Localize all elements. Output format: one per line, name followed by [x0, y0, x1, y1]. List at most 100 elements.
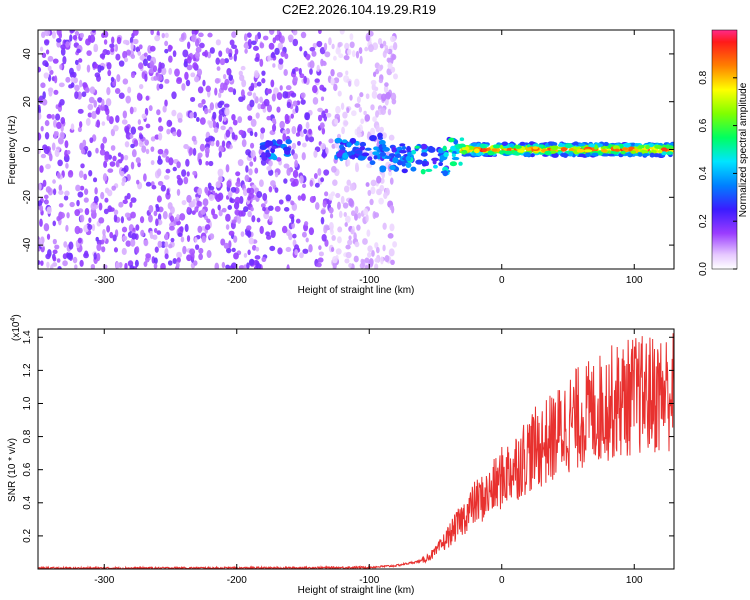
heatmap-cell: [159, 62, 165, 69]
heatmap-cell: [129, 201, 133, 208]
heatmap-cell: [160, 67, 167, 76]
heatmap-cell: [303, 75, 307, 84]
heatmap-cell: [312, 42, 318, 49]
heatmap-cell: [185, 79, 191, 87]
heatmap-cell: [525, 147, 532, 151]
heatmap-cell: [231, 113, 236, 121]
heatmap-cell: [660, 147, 668, 152]
heatmap-cell: [216, 66, 221, 71]
heatmap-cell: [94, 72, 101, 78]
heatmap-cell: [270, 79, 275, 88]
heatmap-cell: [121, 247, 127, 256]
heatmap-cell: [167, 202, 173, 210]
heatmap-cell: [603, 141, 609, 147]
heatmap-cell: [189, 112, 194, 119]
heatmap-cell: [179, 226, 184, 232]
x-tick-label: -100: [359, 275, 379, 286]
heatmap-cell: [180, 236, 185, 243]
heatmap-cell: [221, 261, 226, 269]
heatmap-cell: [274, 47, 280, 56]
heatmap-cell: [405, 162, 412, 168]
heatmap-cell: [349, 33, 354, 41]
heatmap-cell: [74, 209, 81, 217]
heatmap-cell: [112, 155, 117, 162]
heatmap-cell: [97, 97, 103, 103]
heatmap-cell: [58, 212, 65, 219]
heatmap-cell: [221, 207, 227, 213]
heatmap-cell: [425, 168, 433, 173]
heatmap-cell: [257, 103, 262, 110]
heatmap-cell: [351, 110, 357, 117]
heatmap-cell: [247, 249, 251, 256]
heatmap-cell: [639, 145, 645, 149]
heatmap-cell: [262, 192, 268, 201]
heatmap-cell: [116, 36, 122, 45]
heatmap-cell: [243, 206, 249, 213]
heatmap-cell: [118, 92, 125, 99]
heatmap-cell: [387, 233, 394, 239]
heatmap-cell: [320, 142, 326, 150]
heatmap-cell: [292, 169, 299, 179]
heatmap-cell: [207, 32, 213, 38]
heatmap-cell: [115, 261, 120, 269]
heatmap-cell: [389, 205, 394, 211]
heatmap-cell: [100, 191, 105, 200]
colorbar-tick-label: 0.2: [698, 214, 709, 228]
heatmap-cell: [96, 106, 101, 115]
heatmap-cell: [349, 94, 353, 101]
heatmap-cell: [162, 105, 167, 113]
heatmap-cell: [297, 123, 303, 132]
heatmap-cell: [192, 147, 197, 156]
heatmap-cell: [66, 212, 70, 219]
heatmap-cell: [250, 118, 257, 127]
heatmap-cell: [197, 86, 204, 94]
heatmap-cell: [578, 153, 586, 158]
heatmap-cell: [236, 216, 242, 224]
heatmap-cell: [239, 74, 245, 82]
heatmap-cell: [350, 228, 355, 235]
heatmap-cell: [154, 246, 159, 253]
heatmap-cell: [49, 153, 53, 162]
heatmap-cell: [382, 244, 386, 252]
heatmap-cell: [150, 160, 155, 166]
heatmap-cell: [410, 166, 417, 172]
heatmap-cell: [274, 34, 281, 41]
heatmap-cell: [320, 216, 325, 225]
heatmap-cell: [153, 227, 158, 233]
heatmap-cell: [517, 149, 525, 153]
heatmap-cell: [182, 49, 189, 58]
heatmap-cell: [371, 250, 375, 257]
heatmap-cell: [255, 246, 260, 252]
heatmap-cell: [110, 76, 115, 83]
heatmap-cell: [342, 152, 349, 159]
heatmap-cell: [259, 131, 265, 140]
heatmap-cell: [354, 241, 360, 248]
heatmap-cell: [283, 178, 288, 184]
heatmap-cell: [336, 152, 343, 157]
heatmap-cell: [233, 235, 238, 243]
heatmap-cell: [60, 47, 66, 56]
heatmap-cell: [125, 95, 132, 104]
heatmap-cell: [238, 210, 244, 217]
heatmap-cell: [321, 150, 326, 158]
heatmap-cell: [131, 149, 137, 158]
heatmap-cell: [197, 225, 203, 234]
x-tick-label: 0: [499, 575, 505, 586]
heatmap-cell: [124, 195, 128, 201]
heatmap-cell: [550, 145, 559, 151]
heatmap-cell: [165, 168, 171, 174]
heatmap-cell: [584, 149, 593, 153]
heatmap-cell: [122, 235, 128, 242]
heatmap-cell: [351, 50, 356, 58]
heatmap-cell: [202, 198, 209, 207]
heatmap-cell: [279, 120, 285, 129]
heatmap-cell: [157, 240, 163, 248]
heatmap-cell: [197, 187, 203, 196]
heatmap-cell: [46, 261, 50, 269]
heatmap-cell: [231, 219, 237, 224]
heatmap-cell: [117, 152, 122, 157]
heatmap-cell: [282, 133, 287, 142]
heatmap-cell: [299, 175, 304, 184]
heatmap-cell: [135, 224, 140, 231]
y-tick-label: 0.6: [22, 462, 33, 476]
